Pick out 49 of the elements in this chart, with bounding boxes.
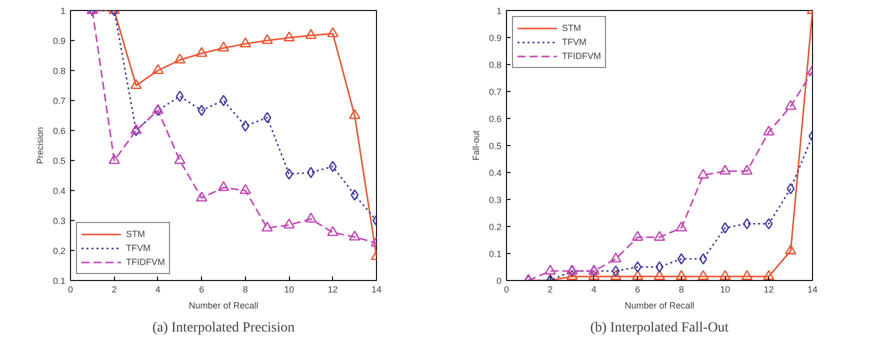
legend-label: TFIDFVM — [562, 50, 601, 63]
y-tick-label: 0.5 — [488, 141, 502, 151]
x-tick-label: 6 — [635, 284, 640, 294]
x-tick-label: 4 — [591, 284, 596, 294]
y-tick-label: 0.8 — [52, 66, 66, 76]
x-tick-label: 2 — [112, 284, 117, 294]
x-tick-label: 10 — [284, 284, 294, 294]
y-tick-label: 0.3 — [52, 216, 66, 226]
y-tick-label: 0.6 — [488, 114, 502, 124]
legend-label: TFVM — [562, 36, 586, 49]
y-tick-label: 0.6 — [52, 126, 66, 136]
y-axis-title: Precision — [34, 126, 45, 164]
x-tick-label: 14 — [807, 284, 818, 294]
text: (b) Interpolated Fall-Out — [590, 320, 729, 336]
y-axis-title: Fall-out — [470, 130, 481, 161]
y-tick-label: 1 — [496, 6, 502, 16]
x-tick-label: 10 — [720, 284, 730, 294]
y-tick-label: 0.9 — [488, 33, 502, 43]
y-tick-label: 0.2 — [52, 246, 66, 256]
y-tick-label: 0.9 — [52, 36, 66, 46]
x-axis-title: Number of Recall — [188, 300, 258, 310]
y-tick-label: 0.5 — [52, 156, 66, 166]
y-tick-label: 0.2 — [488, 222, 502, 232]
x-tick-label: 12 — [328, 284, 338, 294]
y-tick-label: 1 — [60, 6, 66, 16]
x-tick-label: 2 — [548, 284, 553, 294]
y-tick-label: 0.8 — [488, 60, 502, 70]
legend-label: STM — [562, 22, 582, 35]
y-tick-label: 0.4 — [52, 186, 66, 196]
x-tick-label: 12 — [764, 284, 774, 294]
y-tick-label: 0.3 — [488, 195, 502, 205]
legend-label: TFVM — [126, 242, 150, 255]
y-tick-label: 0.1 — [488, 249, 502, 259]
y-tick-label: 0.7 — [488, 87, 502, 97]
y-tick-label: 0.4 — [488, 168, 502, 178]
x-tick-label: 8 — [678, 284, 684, 294]
x-axis-title: Number of Recall — [624, 300, 694, 310]
y-tick-label: 0.1 — [52, 276, 66, 286]
legend-label: TFIDFVM — [126, 256, 165, 269]
y-tick-label: 0 — [496, 276, 502, 286]
legend-label: STM — [126, 228, 146, 241]
text: (a) Interpolated Precision — [152, 320, 295, 336]
x-tick-label: 6 — [199, 284, 204, 294]
y-tick-label: 0.7 — [52, 96, 66, 106]
x-tick-label: 0 — [68, 284, 74, 294]
x-tick-label: 8 — [242, 284, 248, 294]
x-tick-label: 4 — [155, 284, 160, 294]
x-tick-label: 0 — [504, 284, 510, 294]
x-tick-label: 14 — [371, 284, 382, 294]
